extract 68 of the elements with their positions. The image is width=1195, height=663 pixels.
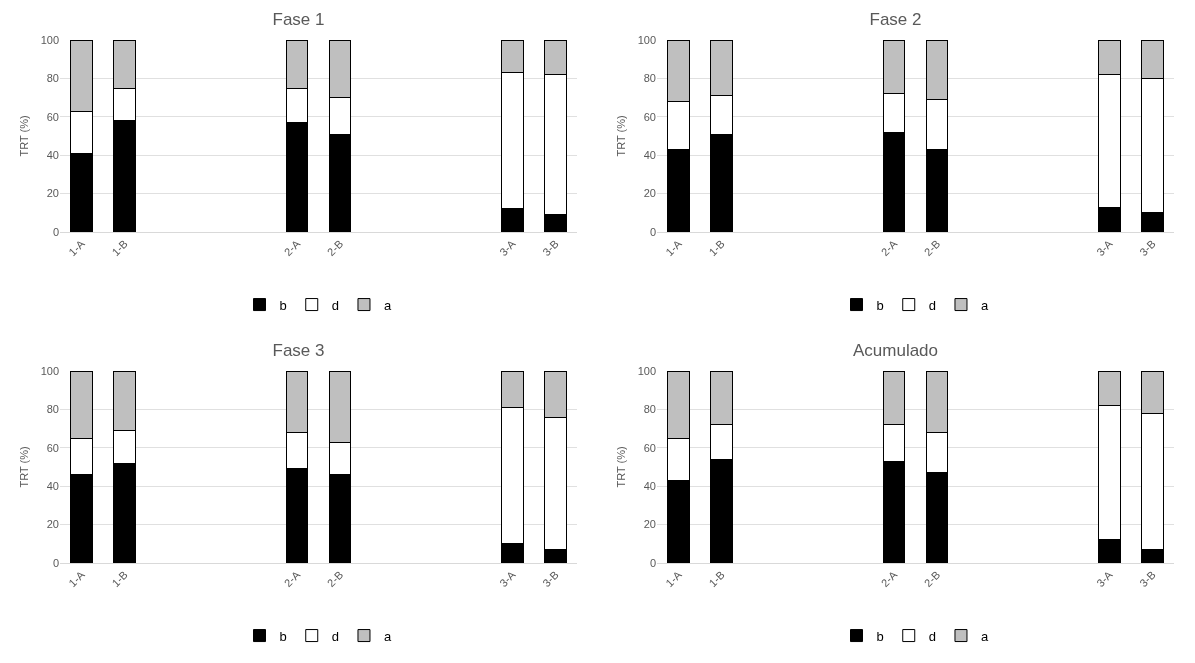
legend-label: d <box>928 628 936 644</box>
x-tick-label: 3-B <box>1137 568 1158 590</box>
x-tick-label: 3-A <box>1094 237 1116 259</box>
legend-label: a <box>980 628 989 644</box>
x-tick-label: 2-A <box>878 237 900 259</box>
y-axis-title: TRT (%) <box>18 446 30 488</box>
legend-label: b <box>279 297 287 313</box>
x-tick-label: 2-B <box>324 237 346 259</box>
y-axis-title: TRT (%) <box>615 446 627 488</box>
x-tick-label: 2-A <box>281 237 303 259</box>
y-tick-label: 0 <box>649 225 656 238</box>
y-tick-label: 100 <box>40 364 59 377</box>
x-tick-label: 1-A <box>663 237 685 259</box>
x-tick-label: 3-B <box>540 237 561 259</box>
legend-label: d <box>331 297 339 313</box>
x-tick-label: 1-B <box>706 237 727 259</box>
x-tick-label: 1-B <box>109 568 130 590</box>
legend-label: d <box>331 628 339 644</box>
legend-label: b <box>279 628 287 644</box>
x-tick-label: 1-B <box>109 237 130 259</box>
x-tick-label: 1-B <box>706 568 727 590</box>
chart-title: Acumulado <box>852 341 939 361</box>
y-axis-title: TRT (%) <box>18 115 30 157</box>
y-tick-label: 100 <box>40 33 59 46</box>
y-tick-label: 80 <box>643 403 656 416</box>
y-tick-label: 60 <box>46 110 59 123</box>
y-tick-label: 0 <box>52 225 59 238</box>
legend-label: b <box>876 628 884 644</box>
y-tick-label: 40 <box>643 480 656 493</box>
y-tick-label: 20 <box>643 187 656 200</box>
x-tick-label: 2-B <box>921 568 943 590</box>
x-tick-label: 3-A <box>497 237 519 259</box>
x-tick-label: 2-A <box>281 568 303 590</box>
x-tick-label: 2-B <box>921 237 943 259</box>
x-tick-label: 3-A <box>1094 568 1116 590</box>
y-tick-label: 40 <box>643 149 656 162</box>
y-axis-title: TRT (%) <box>615 115 627 157</box>
y-tick-label: 100 <box>637 364 656 377</box>
x-tick-label: 3-B <box>540 568 561 590</box>
legend-label: a <box>383 628 392 644</box>
y-tick-label: 80 <box>643 72 656 85</box>
y-tick-label: 20 <box>46 518 59 531</box>
x-tick-label: 1-A <box>66 568 88 590</box>
y-tick-label: 40 <box>46 149 59 162</box>
legend-label: a <box>383 297 392 313</box>
y-tick-label: 0 <box>649 556 656 569</box>
x-tick-label: 1-A <box>66 237 88 259</box>
y-tick-label: 0 <box>52 556 59 569</box>
legend-label: a <box>980 297 989 313</box>
chart-title: Fase 3 <box>272 341 325 361</box>
chart-title: Fase 1 <box>272 10 325 30</box>
y-tick-label: 20 <box>643 518 656 531</box>
chart-title: Fase 2 <box>869 10 922 30</box>
y-tick-label: 80 <box>46 403 59 416</box>
x-tick-label: 2-A <box>878 568 900 590</box>
y-tick-label: 60 <box>643 110 656 123</box>
x-tick-label: 2-B <box>324 568 346 590</box>
y-tick-label: 40 <box>46 480 59 493</box>
y-tick-label: 100 <box>637 33 656 46</box>
legend-label: d <box>928 297 936 313</box>
x-tick-label: 1-A <box>663 568 685 590</box>
x-tick-label: 3-B <box>1137 237 1158 259</box>
y-tick-label: 80 <box>46 72 59 85</box>
y-tick-label: 20 <box>46 187 59 200</box>
y-tick-label: 60 <box>46 441 59 454</box>
legend-label: b <box>876 297 884 313</box>
x-tick-label: 3-A <box>497 568 519 590</box>
y-tick-label: 60 <box>643 441 656 454</box>
